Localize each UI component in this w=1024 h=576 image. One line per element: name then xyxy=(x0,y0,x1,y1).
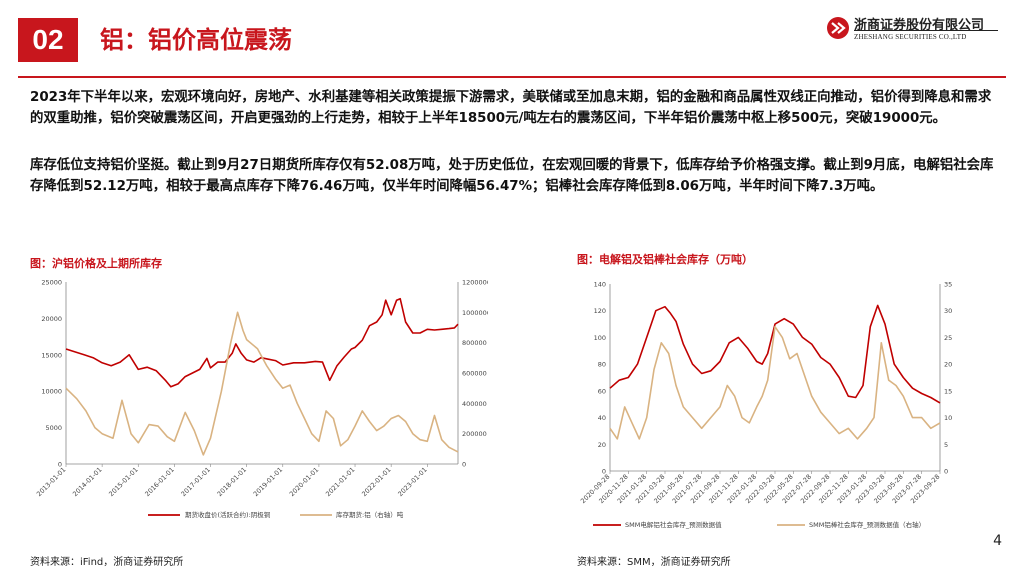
left-chart-x-tick-label: 2023-01-01 xyxy=(396,466,428,498)
brand-divider xyxy=(854,30,998,31)
left-chart-x-tick-label: 2019-01-01 xyxy=(252,466,284,498)
right-chart-right-tick-label: 20 xyxy=(944,361,952,369)
right-chart-source: 资料来源：SMM，浙商证券研究所 xyxy=(577,557,731,568)
section-number-badge: 02 xyxy=(18,18,78,62)
body-paragraph-2: 库存低位支持铝价坚挺。截止到9月27日期货所库存仅有52.08万吨，处于历史低位… xyxy=(30,158,994,194)
left-chart-right-tick-label: 400000 xyxy=(462,400,487,408)
right-legend-label-aluminum: SMM电解铝社会库存_预测数据值 xyxy=(625,520,722,529)
left-chart-right-tick-label: 0 xyxy=(462,461,466,469)
left-chart-left-tick-label: 10000 xyxy=(41,388,62,396)
brand-logo-icon xyxy=(827,17,849,39)
left-chart-series-line-2 xyxy=(65,311,459,456)
left-chart-x-tick-label: 2013-01-01 xyxy=(35,466,67,498)
right-legend-label-rod: SMM铝棒社会库存_预测数据值（右轴） xyxy=(809,520,925,529)
left-chart-x-tick-label: 2014-01-01 xyxy=(71,466,103,498)
left-chart-title: 图：沪铝价格及上期所库存 xyxy=(30,257,162,270)
left-chart-x-tick-label: 2020-01-01 xyxy=(288,466,320,498)
left-chart-x-tick-label: 2018-01-01 xyxy=(216,466,248,498)
left-chart-right-tick-label: 800000 xyxy=(462,339,487,347)
right-chart-left-tick-label: 40 xyxy=(598,414,606,422)
brand-name-en: ZHESHANG SECURITIES CO.,LTD xyxy=(854,33,967,41)
right-chart-right-tick-label: 5 xyxy=(944,441,948,449)
left-legend-label-stock: 库存期货:铝（右轴）吨 xyxy=(336,510,404,519)
left-chart-right-tick-label: 600000 xyxy=(462,370,487,378)
left-chart-left-tick-label: 0 xyxy=(58,461,62,469)
right-chart-title: 图：电解铝及铝棒社会库存（万吨） xyxy=(577,253,753,266)
left-chart-x-tick-label: 2021-01-01 xyxy=(324,466,356,498)
left-chart-x-tick-label: 2015-01-01 xyxy=(107,466,139,498)
left-chart-left-tick-label: 15000 xyxy=(41,351,62,359)
left-chart-right-tick-label: 1000000 xyxy=(462,309,488,317)
right-chart-series-line-2 xyxy=(609,325,941,440)
right-chart-left-tick-label: 80 xyxy=(598,361,606,369)
right-chart-right-tick-label: 10 xyxy=(944,414,952,422)
right-chart-right-tick-label: 0 xyxy=(944,468,948,476)
left-chart-left-tick-label: 5000 xyxy=(45,424,62,432)
left-legend-label-price: 期货收盘价(活跃合约):阴极铜 xyxy=(185,510,271,519)
left-chart-x-tick-label: 2016-01-01 xyxy=(143,466,175,498)
left-chart-right-tick-label: 200000 xyxy=(462,430,487,438)
right-chart-left-tick-label: 0 xyxy=(602,468,606,476)
left-chart-series-line-1 xyxy=(65,297,459,388)
right-chart-right-tick-label: 30 xyxy=(944,307,952,315)
right-chart-left-tick-label: 20 xyxy=(598,441,606,449)
right-chart-left-tick-label: 120 xyxy=(594,307,606,315)
left-chart-x-tick-label: 2017-01-01 xyxy=(180,466,212,498)
right-chart-right-tick-label: 25 xyxy=(944,334,952,342)
right-chart-right-tick-label: 35 xyxy=(944,281,952,289)
left-chart-left-tick-label: 20000 xyxy=(41,315,62,323)
body-paragraph-1: 2023年下半年以来，宏观环境向好，房地产、水利基建等相关政策提振下游需求，美联… xyxy=(30,90,992,126)
page-number: 4 xyxy=(993,533,1002,549)
left-chart-left-tick-label: 25000 xyxy=(41,279,62,287)
right-chart: SMM电解铝社会库存_预测数据值 SMM铝棒社会库存_预测数据值（右轴） 0 20… xyxy=(579,281,952,530)
left-chart-source: 资料来源：iFind，浙商证券研究所 xyxy=(30,557,184,568)
left-chart-x-tick-label: 2022-01-01 xyxy=(360,466,392,498)
left-chart-right-tick-label: 1200000 xyxy=(462,279,488,287)
brand-logo: 浙商证券股份有限公司 ZHESHANG SECURITIES CO.,LTD xyxy=(826,14,1006,48)
right-chart-series-line-1 xyxy=(609,304,941,404)
header-rule xyxy=(18,76,1006,78)
left-chart: 期货收盘价(活跃合约):阴极铜 库存期货:铝（右轴）吨 0 5000 10000 15… xyxy=(35,279,488,520)
brand-name-cn: 浙商证券股份有限公司 xyxy=(854,18,985,33)
right-chart-right-tick-label: 15 xyxy=(944,387,952,395)
right-chart-left-tick-label: 60 xyxy=(598,387,606,395)
right-chart-left-tick-label: 100 xyxy=(594,334,606,342)
right-chart-left-tick-label: 140 xyxy=(594,281,606,289)
slide-title: 铝：铝价高位震荡 xyxy=(100,26,292,54)
